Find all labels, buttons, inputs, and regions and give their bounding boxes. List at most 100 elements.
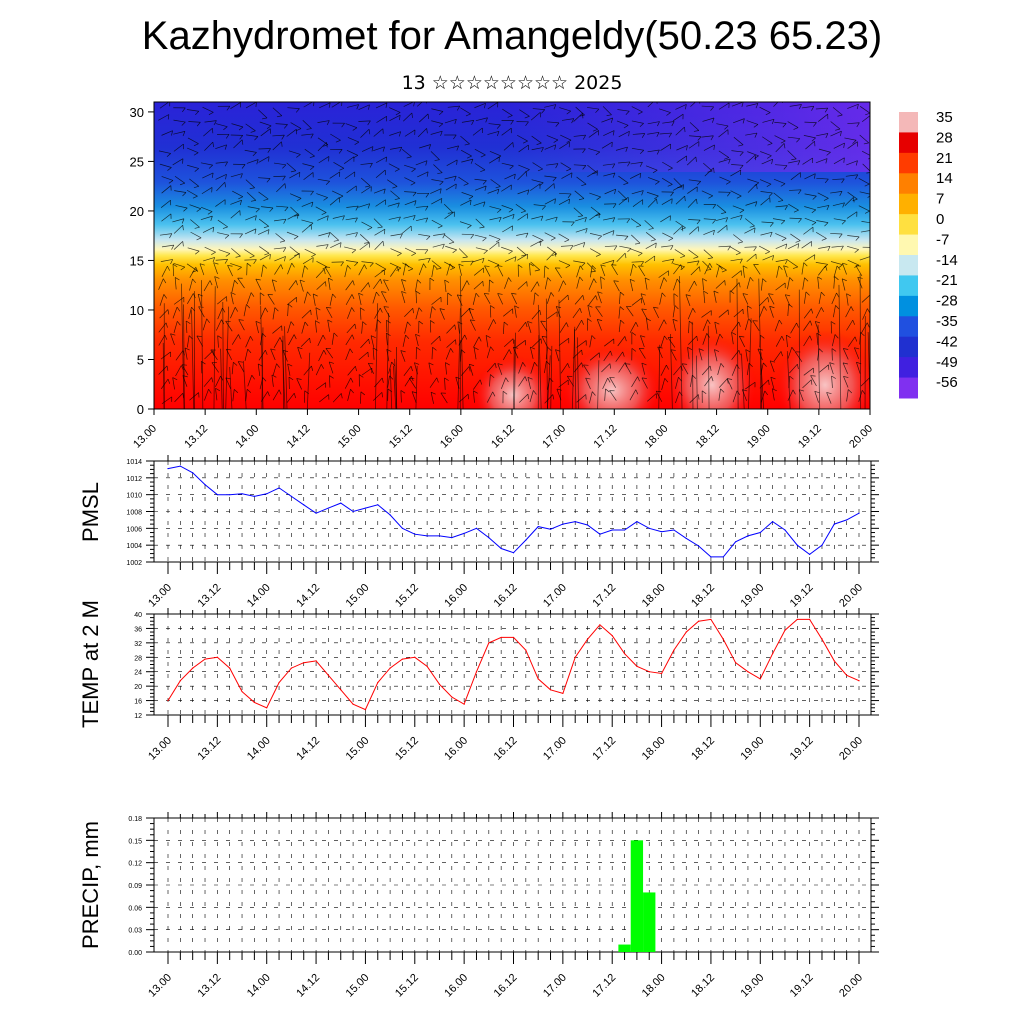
wind-barb-flag bbox=[864, 210, 870, 214]
wind-barb-flag bbox=[712, 219, 717, 224]
wind-barb bbox=[418, 263, 424, 276]
wind-barb-flag bbox=[706, 269, 712, 271]
wind-streak bbox=[513, 339, 515, 409]
wind-barb bbox=[662, 121, 675, 124]
wind-barb-flag bbox=[754, 132, 758, 138]
wind-barb bbox=[217, 307, 223, 320]
wind-barb-flag bbox=[736, 195, 742, 199]
wind-barb-flag bbox=[327, 319, 333, 323]
wind-barb-flag bbox=[540, 338, 542, 344]
wind-barb-flag bbox=[326, 142, 328, 148]
wind-barb bbox=[174, 392, 184, 403]
wind-barb-flag bbox=[520, 210, 526, 214]
wind-barb-flag bbox=[323, 350, 327, 355]
wind-barb bbox=[518, 322, 527, 332]
wind-barb bbox=[530, 183, 541, 191]
data-point bbox=[500, 547, 502, 550]
wind-barb bbox=[318, 156, 330, 164]
wind-barb bbox=[641, 362, 646, 375]
wind-barb bbox=[303, 172, 314, 181]
wind-barb bbox=[730, 282, 740, 292]
wind-barb bbox=[830, 191, 843, 194]
wind-barb bbox=[602, 217, 615, 221]
wind-barb bbox=[388, 163, 400, 170]
wind-barb bbox=[787, 243, 799, 250]
wind-barb-flag bbox=[367, 227, 373, 231]
wind-barb bbox=[803, 291, 807, 304]
wind-barb bbox=[787, 150, 797, 160]
wind-barb bbox=[760, 151, 772, 157]
wind-barb-flag bbox=[192, 195, 198, 199]
data-point bbox=[179, 465, 181, 467]
y-tick-label: 0 bbox=[137, 402, 144, 417]
wind-barb bbox=[202, 318, 208, 331]
wind-barb bbox=[504, 277, 509, 289]
wind-barb bbox=[661, 198, 673, 206]
wind-barb bbox=[629, 279, 634, 292]
wind-barb bbox=[816, 133, 829, 137]
colorbar-label: 21 bbox=[936, 150, 953, 167]
data-point bbox=[722, 638, 724, 640]
wind-barb bbox=[446, 324, 456, 334]
wind-barb-flag bbox=[442, 233, 446, 239]
wind-barb-flag bbox=[309, 166, 315, 171]
wind-barb bbox=[846, 293, 849, 306]
wind-barb-flag bbox=[830, 321, 836, 325]
wind-barb bbox=[444, 280, 447, 293]
wind-barb-flag bbox=[771, 119, 775, 125]
wind-barb-flag bbox=[267, 391, 270, 397]
wind-barb-flag bbox=[595, 108, 600, 113]
wind-barb-flag bbox=[579, 308, 582, 314]
wind-barb-flag bbox=[826, 151, 831, 156]
wind-barb bbox=[746, 363, 750, 376]
wind-barb bbox=[332, 215, 345, 219]
wind-barb bbox=[389, 262, 402, 269]
wind-barb-flag bbox=[247, 348, 252, 354]
wind-barb-flag bbox=[582, 242, 586, 248]
wind-barb-flag bbox=[427, 258, 431, 263]
wind-barb bbox=[704, 167, 714, 177]
wind-barb-flag bbox=[321, 212, 327, 216]
wind-barb-flag bbox=[508, 250, 513, 255]
wind-barb-flag bbox=[234, 280, 239, 285]
wind-barb bbox=[647, 102, 654, 108]
wind-barb-flag bbox=[223, 126, 228, 131]
wind-barb-flag bbox=[854, 249, 859, 253]
data-point bbox=[636, 665, 638, 667]
wind-barb bbox=[302, 120, 312, 129]
wind-barb bbox=[630, 161, 643, 165]
wind-barb-flag bbox=[444, 377, 449, 381]
wind-barb-flag bbox=[811, 222, 817, 226]
wind-barb bbox=[215, 375, 221, 387]
wind-barb bbox=[159, 163, 172, 168]
wind-barb bbox=[372, 392, 383, 401]
wind-barb-flag bbox=[340, 261, 344, 267]
data-point bbox=[377, 504, 379, 506]
wind-barb bbox=[211, 362, 219, 373]
wind-barb-flag bbox=[225, 253, 231, 257]
wind-barb-flag bbox=[791, 158, 797, 161]
wind-barb bbox=[158, 114, 170, 121]
wind-barb bbox=[446, 159, 458, 167]
wind-barb-flag bbox=[255, 278, 261, 281]
data-point bbox=[352, 510, 354, 513]
wind-barb-flag bbox=[739, 335, 745, 338]
wind-streak bbox=[838, 284, 842, 409]
wind-barb-flag bbox=[439, 308, 445, 311]
wind-barb-flag bbox=[547, 277, 552, 282]
wind-barb bbox=[231, 334, 239, 345]
wind-barb-flag bbox=[810, 308, 814, 314]
wind-barb bbox=[661, 177, 673, 185]
wind-barb-flag bbox=[262, 264, 267, 269]
wind-barb-flag bbox=[425, 193, 430, 198]
wind-streak bbox=[696, 355, 698, 409]
wind-barb bbox=[519, 109, 530, 117]
wind-streak bbox=[736, 278, 739, 409]
wind-barb bbox=[759, 297, 769, 307]
wind-barb bbox=[587, 164, 597, 173]
wind-barb-flag bbox=[707, 257, 713, 260]
wind-barb bbox=[860, 230, 870, 233]
wind-barb-flag bbox=[710, 135, 714, 141]
wind-barb bbox=[775, 164, 788, 166]
